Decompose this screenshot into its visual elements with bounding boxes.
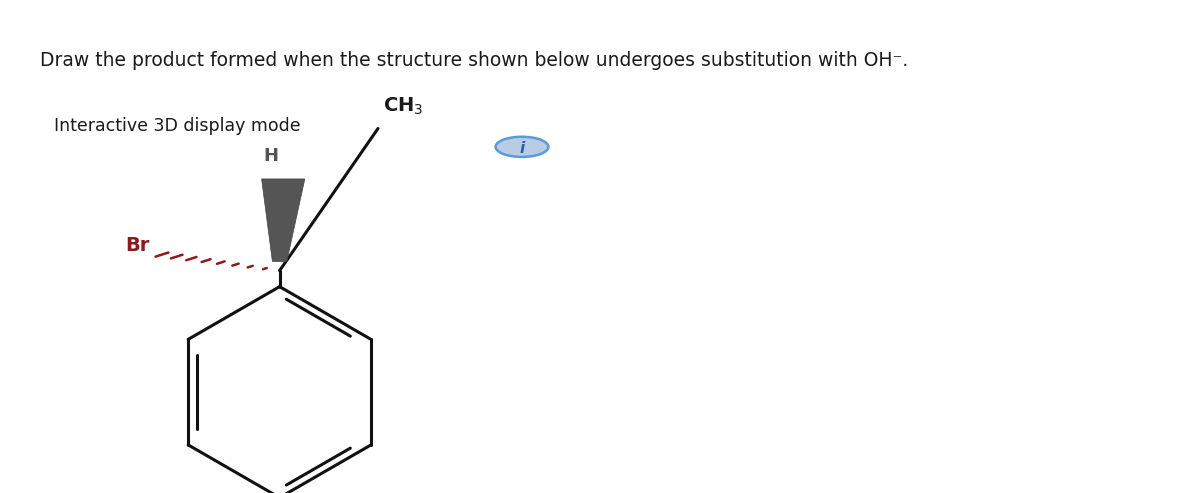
Text: Draw the product formed when the structure shown below undergoes substitution wi: Draw the product formed when the structu… <box>40 51 908 70</box>
Polygon shape <box>262 179 305 261</box>
Circle shape <box>496 137 548 157</box>
Text: CH$_3$: CH$_3$ <box>383 96 424 117</box>
Text: Br: Br <box>126 236 150 255</box>
Text: i: i <box>520 141 524 156</box>
Text: Interactive 3D display mode: Interactive 3D display mode <box>54 117 301 135</box>
Text: H: H <box>264 147 278 165</box>
